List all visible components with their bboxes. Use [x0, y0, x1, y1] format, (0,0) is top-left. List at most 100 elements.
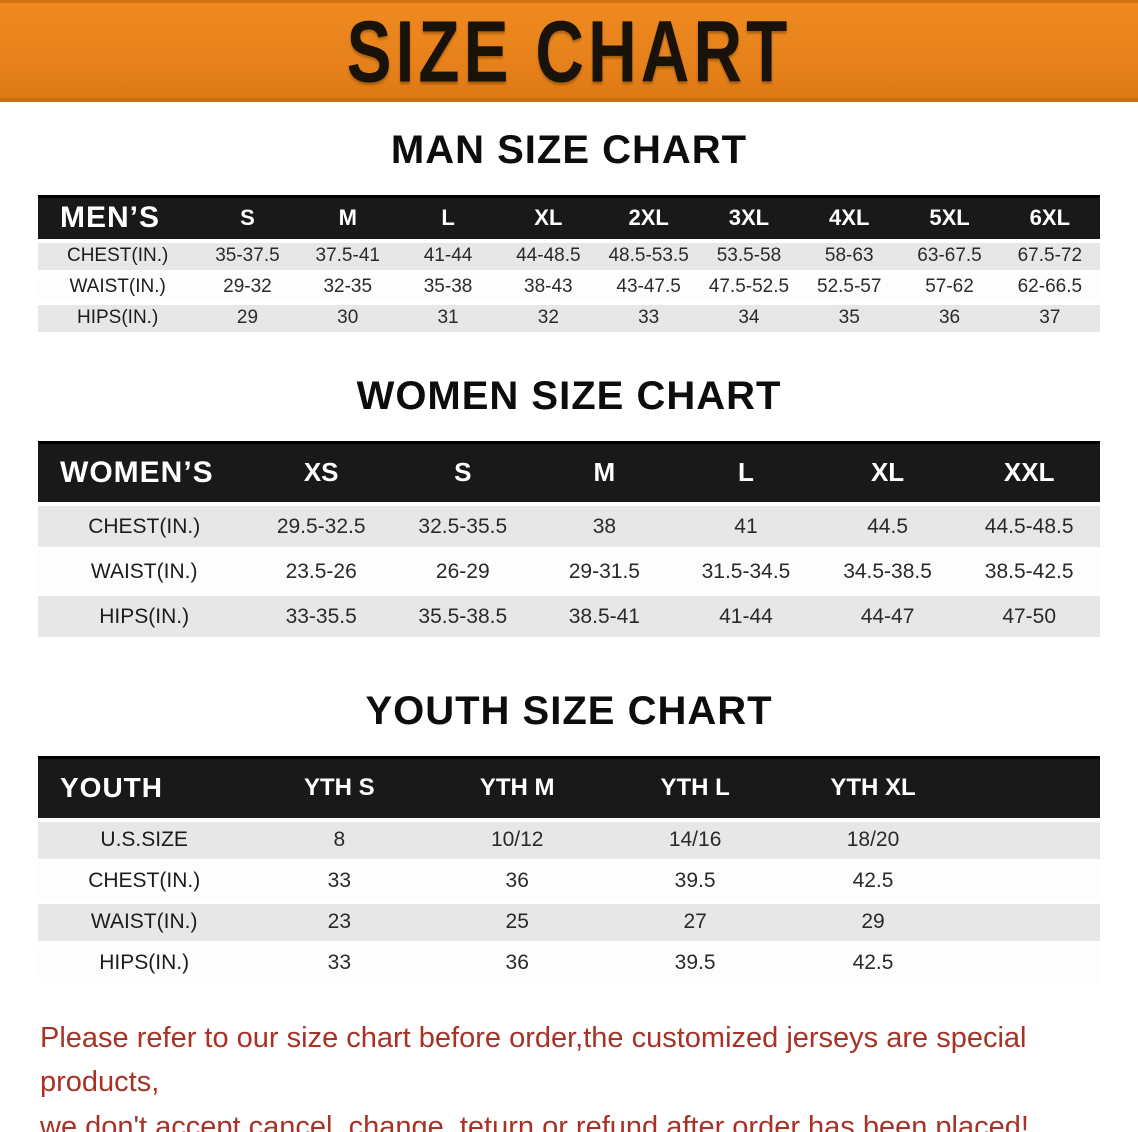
- size-value-cell: 38.5-42.5: [958, 549, 1100, 594]
- size-column-header: 2XL: [628, 205, 669, 231]
- size-value-cell: 42.5: [784, 860, 962, 902]
- size-value-cell: 23.5-26: [250, 549, 392, 594]
- size-value-cell: 33-35.5: [250, 594, 392, 639]
- size-value-cell: 33: [598, 302, 699, 334]
- row-label: HIPS(IN.): [38, 302, 198, 334]
- size-value-cell: 32.5-35.5: [391, 504, 534, 549]
- youth-size-table: YOUTH YTH S YTH M YTH L YTH XL U.S.SIZE 8 10/12…: [38, 756, 1100, 986]
- size-value-cell: 31.5-34.5: [675, 549, 817, 594]
- size-column-header: 6XL: [1029, 205, 1071, 231]
- size-value-cell: 29-31.5: [533, 549, 676, 594]
- size-column-header: M: [338, 205, 357, 231]
- size-value-cell: 29.5-32.5: [250, 504, 392, 549]
- row-label: CHEST(IN.): [38, 504, 251, 549]
- table-header-row: YOUTH YTH S YTH M YTH L YTH XL: [38, 757, 1100, 820]
- filler-cell: [961, 901, 1100, 943]
- title-banner: SIZE CHART: [0, 0, 1138, 102]
- row-label: WAIST(IN.): [38, 901, 251, 943]
- row-label: HIPS(IN.): [38, 594, 251, 639]
- measurement-row: CHEST(IN.) 33 36 39.5 42.5: [38, 860, 1100, 902]
- size-value-cell: 26-29: [391, 549, 534, 594]
- table-title: MEN’S: [60, 201, 161, 235]
- size-value-cell: 44.5-48.5: [958, 504, 1100, 549]
- size-column-header: XXL: [1003, 457, 1055, 488]
- size-value-cell: 35-37.5: [197, 240, 298, 272]
- size-value-cell: 48.5-53.5: [598, 240, 699, 272]
- size-value-cell: 44-48.5: [498, 240, 599, 272]
- size-column-header: YTH L: [660, 774, 730, 802]
- disclaimer-line-2: we don't accept cancel, change, teturn o…: [40, 1111, 1029, 1132]
- size-column-header: L: [441, 205, 455, 231]
- measurement-row: WAIST(IN.) 29-32 32-35 35-38 38-43 43-47.5 47.…: [38, 271, 1100, 303]
- size-value-cell: 32: [498, 302, 599, 334]
- size-value-cell: 62-66.5: [999, 271, 1100, 303]
- measurement-row: CHEST(IN.) 35-37.5 37.5-41 41-44 44-48.5 48.5…: [38, 240, 1100, 272]
- table-header-row: MEN’S S M L XL 2XL 3XL 4XL 5XL 6XL: [38, 196, 1100, 241]
- disclaimer-line-1: Please refer to our size chart before or…: [40, 1021, 1027, 1099]
- measurement-row: HIPS(IN.) 33 36 39.5 42.5: [38, 942, 1100, 984]
- table-title: WOMEN’S: [60, 455, 214, 489]
- page-title: SIZE CHART: [346, 1, 792, 100]
- filler-cell: [961, 819, 1100, 861]
- size-column-header: XS: [303, 457, 339, 488]
- size-value-cell: 36: [428, 942, 607, 984]
- size-value-cell: 43-47.5: [598, 271, 699, 303]
- size-column-header: S: [240, 205, 255, 231]
- size-value-cell: 10/12: [428, 819, 607, 861]
- size-column-header: XL: [534, 205, 563, 231]
- men-section-heading: MAN SIZE CHART: [390, 128, 748, 172]
- size-value-cell: 37.5-41: [297, 240, 398, 272]
- women-size-table: WOMEN’S XS S M L XL XXL CHEST(IN.) 29.5-32.5 32.5…: [38, 441, 1100, 642]
- size-value-cell: 23: [250, 901, 429, 943]
- youth-section-heading: YOUTH SIZE CHART: [365, 689, 773, 733]
- size-value-cell: 41-44: [675, 594, 817, 639]
- size-column-header: YTH M: [479, 774, 555, 802]
- size-value-cell: 67.5-72: [999, 240, 1100, 272]
- size-value-cell: 14/16: [606, 819, 785, 861]
- size-value-cell: 31: [397, 302, 499, 334]
- measurement-row: U.S.SIZE 8 10/12 14/16 18/20: [38, 819, 1100, 861]
- size-value-cell: 29-32: [197, 271, 298, 303]
- size-value-cell: 29: [784, 901, 962, 943]
- filler-cell: [961, 860, 1100, 902]
- size-value-cell: 32-35: [297, 271, 398, 303]
- size-value-cell: 47-50: [958, 594, 1100, 639]
- size-value-cell: 27: [606, 901, 785, 943]
- filler-cell: [961, 942, 1100, 984]
- size-value-cell: 25: [428, 901, 607, 943]
- size-column-header: 5XL: [929, 205, 970, 231]
- size-value-cell: 37: [999, 302, 1100, 334]
- size-value-cell: 35-38: [397, 271, 499, 303]
- size-column-header: YTH XL: [830, 774, 916, 802]
- row-label: WAIST(IN.): [38, 549, 251, 594]
- measurement-row: HIPS(IN.) 29 30 31 32 33 34 35 36 37: [38, 302, 1100, 334]
- measurement-row: WAIST(IN.) 23 25 27 29: [38, 901, 1100, 943]
- size-value-cell: 35: [799, 302, 900, 334]
- size-value-cell: 35.5-38.5: [391, 594, 534, 639]
- size-value-cell: 44-47: [816, 594, 959, 639]
- size-value-cell: 34: [698, 302, 800, 334]
- filler-cell: [962, 758, 1100, 820]
- size-value-cell: 36: [428, 860, 607, 902]
- measurement-row: WAIST(IN.) 23.5-26 26-29 29-31.5 31.5-34.5 34…: [38, 549, 1100, 594]
- size-value-cell: 53.5-58: [698, 240, 800, 272]
- size-value-cell: 52.5-57: [799, 271, 900, 303]
- size-value-cell: 29: [197, 302, 298, 334]
- table-title: YOUTH: [60, 772, 163, 804]
- size-value-cell: 33: [250, 860, 429, 902]
- size-column-header: YTH S: [303, 774, 375, 802]
- size-value-cell: 57-62: [899, 271, 1000, 303]
- order-disclaimer-note: Please refer to our size chart before or…: [40, 1016, 1100, 1132]
- size-column-header: 3XL: [728, 205, 770, 231]
- size-value-cell: 38-43: [498, 271, 599, 303]
- measurement-row: HIPS(IN.) 33-35.5 35.5-38.5 38.5-41 41-44 44-…: [38, 594, 1100, 639]
- size-value-cell: 8: [250, 819, 429, 861]
- size-value-cell: 63-67.5: [899, 240, 1000, 272]
- size-value-cell: 47.5-52.5: [698, 271, 800, 303]
- women-section-heading: WOMEN SIZE CHART: [356, 373, 782, 418]
- row-label: CHEST(IN.): [38, 860, 251, 902]
- size-value-cell: 18/20: [784, 819, 962, 861]
- size-value-cell: 38.5-41: [533, 594, 676, 639]
- size-value-cell: 58-63: [799, 240, 900, 272]
